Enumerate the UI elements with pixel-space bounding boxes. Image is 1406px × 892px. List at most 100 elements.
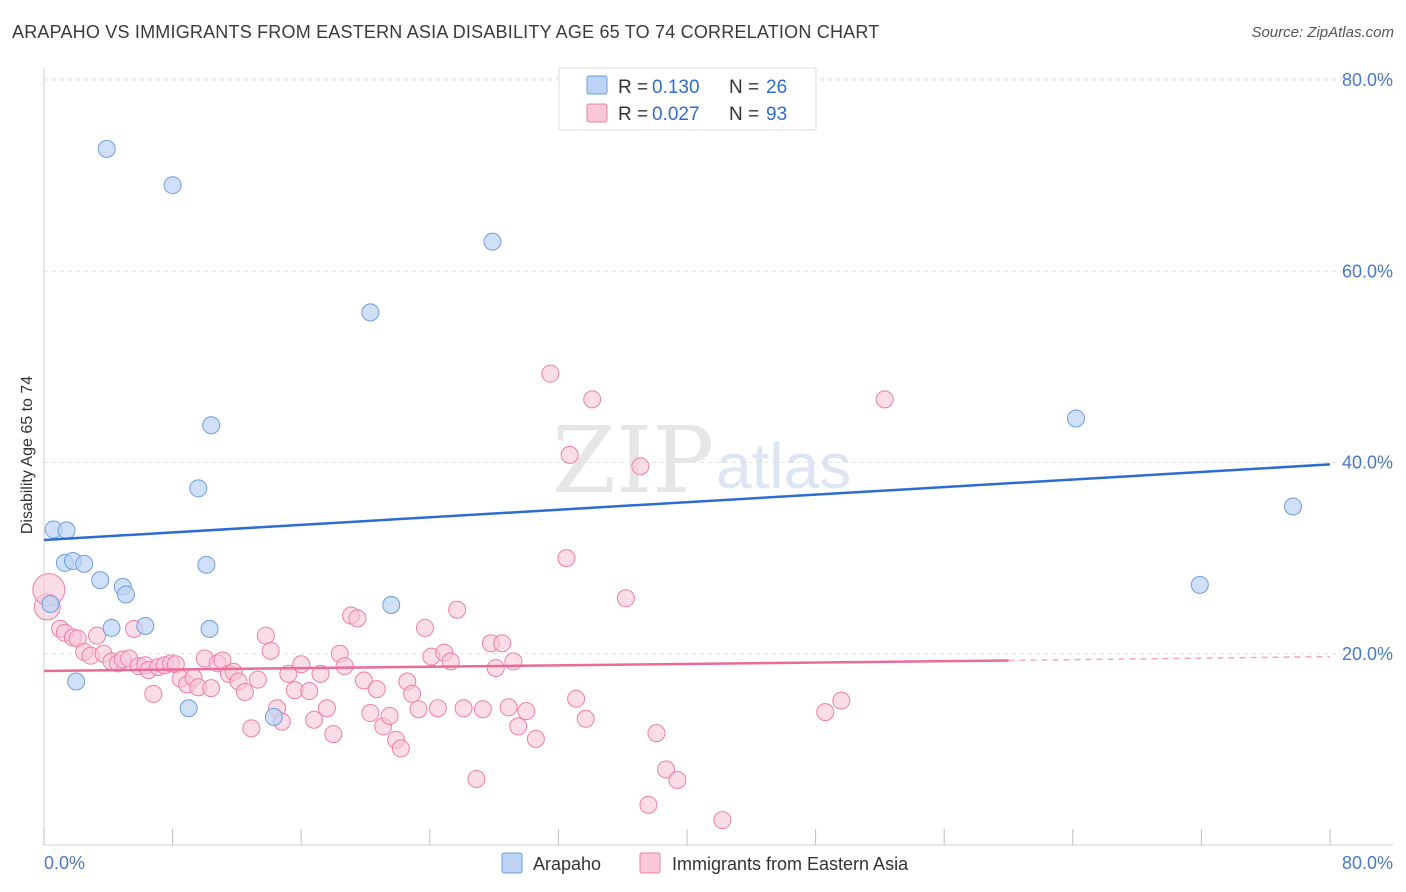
point-arapaho bbox=[163, 176, 182, 195]
point-eastern-asia bbox=[832, 691, 851, 710]
legend-n-value-2: 93 bbox=[766, 104, 787, 125]
legend-r-label-2: R = bbox=[618, 104, 648, 125]
axes bbox=[43, 68, 1393, 846]
point-eastern-asia bbox=[583, 390, 602, 409]
point-eastern-asia bbox=[560, 445, 579, 464]
point-arapaho bbox=[136, 617, 155, 636]
point-eastern-asia bbox=[403, 684, 422, 703]
point-arapaho bbox=[57, 521, 76, 540]
bottom-legend-swatch-eastern-asia bbox=[639, 852, 661, 874]
point-eastern-asia bbox=[486, 659, 505, 678]
point-eastern-asia bbox=[576, 709, 595, 728]
gridlines bbox=[44, 77, 1393, 655]
point-eastern-asia bbox=[380, 706, 399, 725]
point-eastern-asia bbox=[657, 760, 676, 779]
point-eastern-asia bbox=[668, 770, 687, 789]
point-eastern-asia bbox=[202, 679, 221, 698]
point-arapaho bbox=[382, 595, 401, 614]
source-label: Source: ZipAtlas.com bbox=[1251, 24, 1394, 41]
bottom-legend-swatch-arapaho bbox=[501, 852, 523, 874]
series-legend: Arapaho Immigrants from Eastern Asia bbox=[501, 852, 909, 874]
point-eastern-asia bbox=[88, 626, 107, 645]
trend-line-arapaho bbox=[43, 463, 1331, 542]
point-eastern-asia bbox=[235, 683, 254, 701]
legend-n-label-1: N = bbox=[729, 77, 759, 98]
point-arapaho bbox=[67, 672, 86, 691]
y-tick-labels: 20.0% 40.0% 60.0% 80.0% bbox=[1342, 70, 1393, 664]
trend-line-eastern-asia-extension bbox=[1008, 655, 1331, 662]
point-eastern-asia bbox=[256, 626, 275, 645]
point-arapaho bbox=[179, 699, 198, 718]
point-eastern-asia bbox=[261, 641, 280, 660]
point-eastern-asia bbox=[467, 770, 486, 789]
point-eastern-asia bbox=[324, 725, 343, 744]
point-eastern-asia bbox=[504, 652, 523, 671]
bottom-legend-label-eastern-asia: Immigrants from Eastern Asia bbox=[672, 854, 909, 874]
legend-swatch-arapaho bbox=[586, 75, 608, 95]
watermark-atlas: atlas bbox=[716, 430, 851, 502]
chart-title: ARAPAHO VS IMMIGRANTS FROM EASTERN ASIA … bbox=[12, 22, 880, 42]
point-eastern-asia bbox=[348, 609, 367, 628]
point-eastern-asia bbox=[428, 699, 447, 718]
x-tick-label-min: 0.0% bbox=[44, 853, 85, 873]
point-arapaho bbox=[116, 585, 135, 604]
legend-swatch-eastern-asia bbox=[586, 103, 608, 123]
point-arapaho bbox=[1284, 497, 1303, 516]
x-tick-label-max: 80.0% bbox=[1342, 853, 1393, 873]
y-tick-label-80: 80.0% bbox=[1342, 70, 1393, 90]
point-eastern-asia bbox=[631, 457, 650, 476]
point-arapaho bbox=[189, 479, 208, 498]
point-eastern-asia bbox=[300, 682, 319, 701]
point-eastern-asia bbox=[354, 671, 373, 690]
point-eastern-asia bbox=[409, 700, 428, 719]
point-eastern-asia bbox=[509, 717, 528, 736]
y-tick-label-20: 20.0% bbox=[1342, 644, 1393, 664]
y-tick-label-40: 40.0% bbox=[1342, 453, 1393, 473]
point-arapaho bbox=[264, 707, 283, 726]
point-arapaho bbox=[361, 303, 380, 322]
point-eastern-asia bbox=[567, 689, 586, 708]
point-eastern-asia bbox=[557, 549, 576, 568]
point-arapaho bbox=[102, 618, 121, 637]
legend-n-label-2: N = bbox=[729, 104, 759, 125]
y-tick-label-60: 60.0% bbox=[1342, 261, 1393, 281]
point-eastern-asia bbox=[292, 655, 311, 674]
point-eastern-asia bbox=[526, 729, 545, 748]
point-eastern-asia bbox=[144, 684, 163, 703]
point-eastern-asia bbox=[499, 698, 518, 717]
trend-line-eastern-asia bbox=[43, 659, 1009, 673]
point-eastern-asia bbox=[317, 699, 336, 718]
point-eastern-asia bbox=[639, 795, 658, 814]
point-arapaho bbox=[91, 571, 110, 590]
point-eastern-asia bbox=[305, 710, 324, 729]
legend-r-label-1: R = bbox=[618, 77, 648, 98]
point-arapaho bbox=[483, 232, 502, 251]
point-arapaho bbox=[41, 595, 60, 614]
bottom-legend-label-arapaho: Arapaho bbox=[533, 854, 601, 874]
point-eastern-asia bbox=[335, 657, 354, 676]
point-eastern-asia bbox=[517, 702, 536, 721]
point-eastern-asia bbox=[816, 703, 835, 722]
point-eastern-asia bbox=[391, 739, 410, 758]
point-eastern-asia bbox=[875, 390, 894, 409]
point-arapaho bbox=[1067, 409, 1086, 428]
legend-r-value-2: 0.027 bbox=[652, 104, 700, 125]
point-eastern-asia bbox=[415, 618, 434, 637]
point-eastern-asia bbox=[361, 704, 380, 723]
point-eastern-asia bbox=[311, 664, 330, 683]
trend-lines bbox=[43, 463, 1331, 673]
point-eastern-asia bbox=[242, 719, 261, 738]
point-eastern-asia bbox=[493, 634, 512, 653]
legend-r-value-1: 0.130 bbox=[652, 77, 700, 98]
point-arapaho bbox=[200, 619, 219, 638]
stats-legend: R = 0.130 N = 26 R = 0.027 N = 93 bbox=[558, 67, 817, 131]
point-eastern-asia bbox=[616, 589, 635, 608]
series-arapaho-points bbox=[41, 139, 1303, 726]
x-ticks bbox=[43, 829, 1331, 845]
point-eastern-asia bbox=[248, 670, 267, 689]
point-eastern-asia bbox=[713, 811, 732, 830]
point-eastern-asia bbox=[647, 724, 666, 743]
point-arapaho bbox=[75, 554, 94, 573]
point-arapaho bbox=[1190, 575, 1209, 594]
